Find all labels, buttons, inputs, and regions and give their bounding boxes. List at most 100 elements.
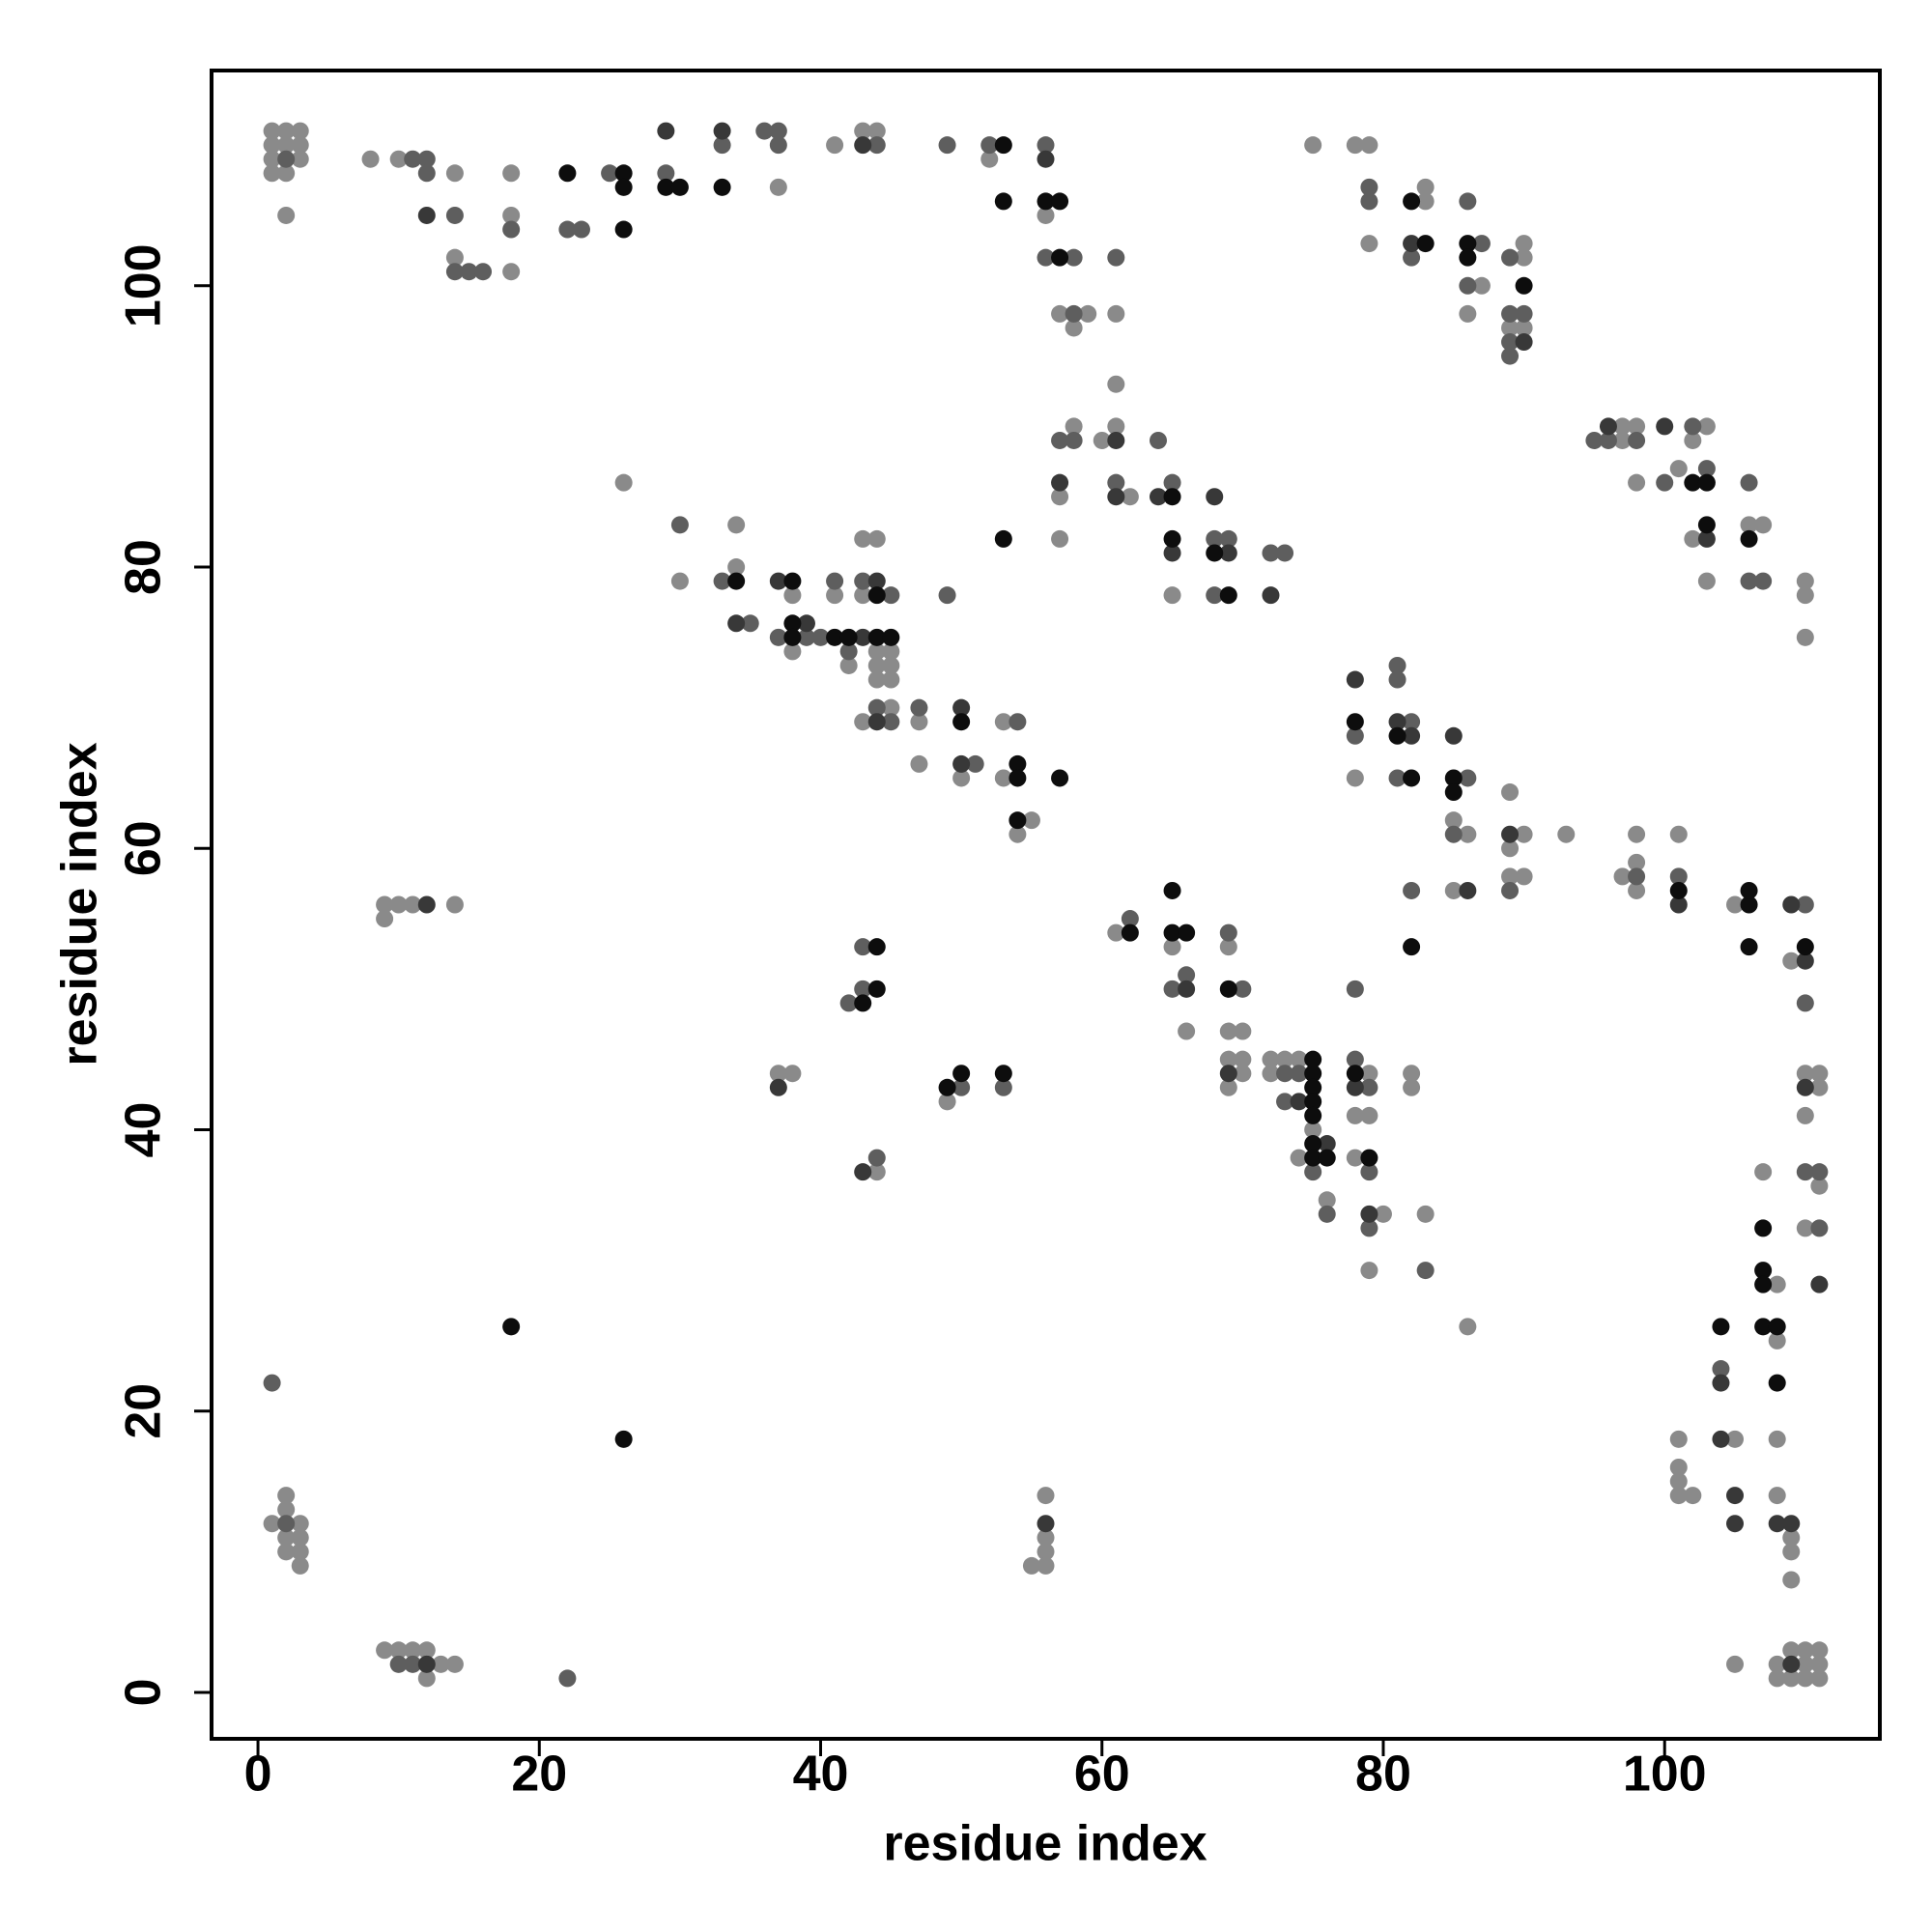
- contact-point: [1796, 572, 1814, 590]
- contact-point: [994, 136, 1012, 155]
- contact-point: [1051, 473, 1069, 492]
- contact-point: [1206, 586, 1224, 605]
- contact-point: [1051, 192, 1069, 211]
- contact-point: [670, 516, 689, 534]
- y-tick-label: 100: [116, 243, 172, 327]
- contact-point: [1628, 881, 1646, 899]
- contact-point: [417, 895, 436, 914]
- contact-point: [938, 1078, 956, 1096]
- contact-point: [1037, 136, 1055, 155]
- contact-point: [1810, 1078, 1829, 1096]
- contact-point: [1599, 431, 1617, 449]
- contact-point: [910, 713, 928, 731]
- contact-point: [1726, 1515, 1745, 1533]
- x-tick-label: 60: [1074, 1747, 1130, 1803]
- contact-point: [783, 1065, 802, 1083]
- y-tick-label: 0: [116, 1678, 172, 1706]
- contact-point: [1037, 1556, 1055, 1575]
- contact-point: [1684, 1487, 1702, 1505]
- contact-point: [1262, 544, 1280, 562]
- contact-point: [614, 473, 633, 492]
- contact-point: [263, 150, 281, 168]
- contact-point: [1740, 572, 1758, 590]
- contact-point: [1515, 276, 1533, 295]
- contact-point: [867, 1163, 886, 1181]
- contact-point: [1107, 417, 1125, 436]
- contact-point: [1515, 319, 1533, 337]
- contact-point: [291, 1528, 309, 1547]
- contact-point: [854, 122, 872, 140]
- contact-point: [1262, 1065, 1280, 1083]
- contact-point: [783, 628, 802, 646]
- contact-point: [1107, 248, 1125, 267]
- contact-point: [614, 1430, 633, 1448]
- contact-point: [854, 628, 872, 646]
- contact-point: [1459, 881, 1477, 899]
- contact-point: [867, 572, 886, 590]
- contact-point: [1796, 1641, 1814, 1660]
- contact-point: [1051, 488, 1069, 506]
- contact-point: [277, 206, 296, 224]
- contact-point: [854, 980, 872, 998]
- contact-point: [1444, 726, 1463, 745]
- contact-point: [445, 164, 464, 183]
- contact-point: [1459, 248, 1477, 267]
- contact-point: [1318, 1149, 1336, 1167]
- contact-point: [1304, 136, 1322, 155]
- contact-point: [417, 150, 436, 168]
- contact-point: [1219, 529, 1237, 548]
- contact-point: [1022, 1556, 1040, 1575]
- contact-point: [1444, 783, 1463, 802]
- contact-point: [1459, 825, 1477, 843]
- contact-point: [867, 1149, 886, 1167]
- contact-point: [1149, 431, 1167, 449]
- contact-point: [1697, 417, 1716, 436]
- x-tick-label: 40: [793, 1747, 849, 1803]
- contact-point: [1669, 1472, 1688, 1491]
- contact-point: [614, 164, 633, 183]
- contact-point: [657, 178, 675, 196]
- contact-point: [277, 150, 296, 168]
- contact-point: [1178, 923, 1196, 942]
- contact-point: [417, 164, 436, 183]
- contact-point: [1403, 881, 1421, 899]
- contact-point: [376, 910, 394, 928]
- contact-point: [1697, 473, 1716, 492]
- contact-point: [1178, 1022, 1196, 1040]
- contact-point: [1810, 1065, 1829, 1083]
- contact-point: [1740, 529, 1758, 548]
- contact-point: [1403, 769, 1421, 787]
- contact-point: [1810, 1275, 1829, 1293]
- contact-point: [1501, 839, 1520, 858]
- contact-point: [1346, 1106, 1364, 1124]
- contact-point: [1107, 923, 1125, 942]
- contact-point: [1206, 544, 1224, 562]
- contact-point: [1782, 1528, 1801, 1547]
- contact-point: [1712, 1430, 1730, 1448]
- contact-point: [1669, 895, 1688, 914]
- contact-point: [1501, 867, 1520, 886]
- contact-point: [1304, 1050, 1322, 1068]
- contact-point: [657, 122, 675, 140]
- contact-point: [1754, 572, 1773, 590]
- contact-point: [826, 628, 844, 646]
- contact-point: [1262, 1050, 1280, 1068]
- contact-point: [1697, 516, 1716, 534]
- contact-point: [1290, 1093, 1308, 1111]
- contact-point: [291, 122, 309, 140]
- contact-point: [1276, 1093, 1294, 1111]
- contact-point: [1416, 1262, 1435, 1280]
- contact-point: [1346, 1065, 1364, 1083]
- contact-point: [263, 122, 281, 140]
- contact-point: [670, 178, 689, 196]
- contact-point: [980, 150, 999, 168]
- contact-point: [1276, 544, 1294, 562]
- contact-point: [460, 263, 478, 281]
- contact-point: [263, 1515, 281, 1533]
- contact-point: [1810, 1641, 1829, 1660]
- contact-point: [1459, 1318, 1477, 1336]
- contact-point: [826, 572, 844, 590]
- contact-point: [1360, 235, 1378, 253]
- contact-point: [291, 150, 309, 168]
